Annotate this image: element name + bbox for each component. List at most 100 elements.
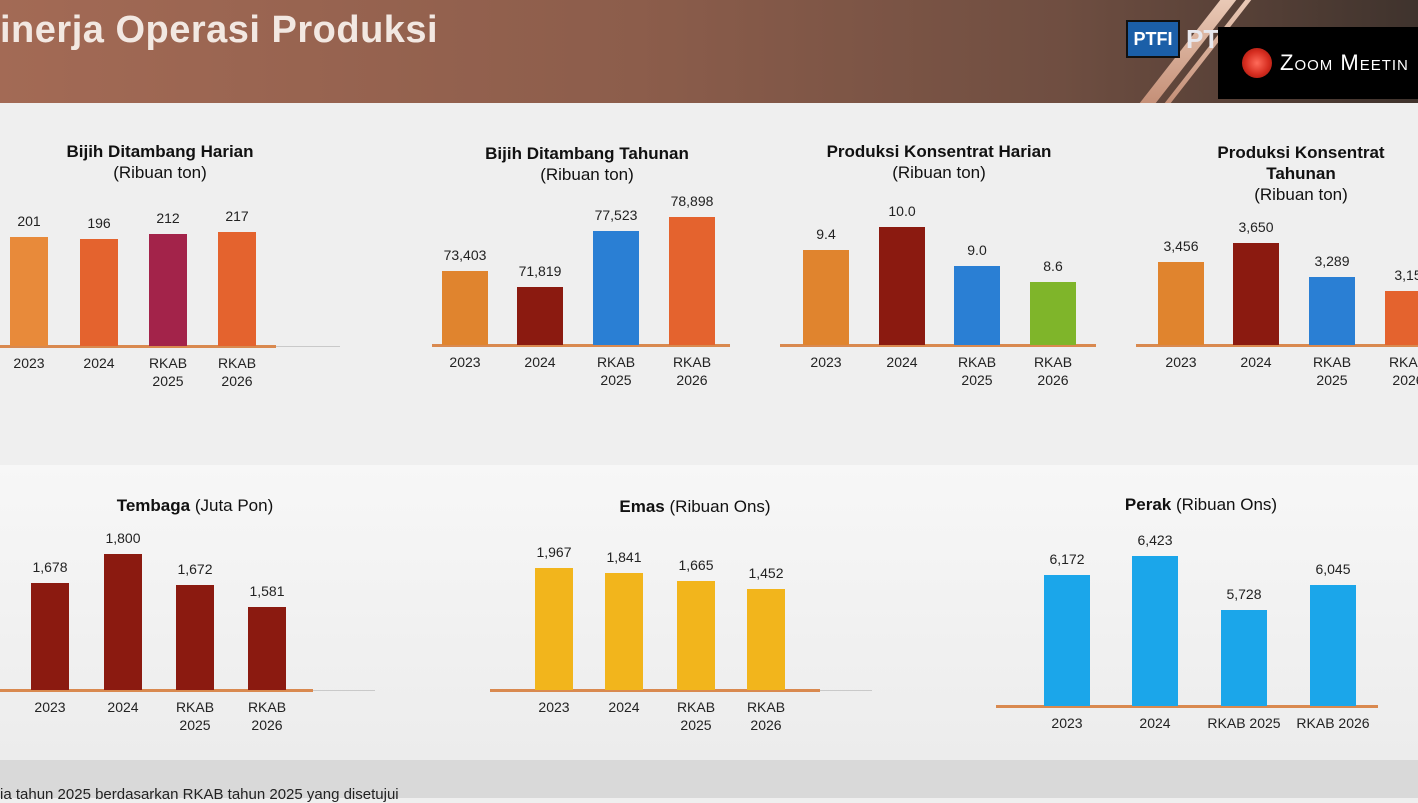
bar-5-1 (605, 573, 643, 690)
value-label: 6,423 (1137, 532, 1173, 548)
value-label: 9.4 (816, 226, 836, 243)
bar-1-1 (517, 287, 563, 345)
category-label: 2023 (449, 354, 481, 370)
category-label: RKAB 2025 (175, 699, 215, 733)
bar-2-0 (803, 250, 849, 345)
category-label: RKAB 2025 (1207, 715, 1281, 731)
category-label: 2023 (13, 355, 45, 371)
value-label: 71,819 (518, 263, 562, 279)
category-label: 2024 (107, 699, 139, 715)
category-label: 2024 (83, 355, 115, 371)
value-label: 217 (225, 208, 249, 224)
chart-subtitle-text: (Ribuan Ons) (669, 497, 771, 516)
bar-6-3 (1310, 585, 1356, 706)
category-label: 2023 (1165, 354, 1197, 370)
category-label: 2024 (524, 354, 556, 370)
chart-baseline (1136, 344, 1418, 347)
footnote-strip (0, 760, 1418, 798)
chart-subtitle-text: (Ribuan ton) (892, 163, 986, 182)
value-label: 1,452 (748, 565, 784, 582)
value-label: 73,403 (443, 247, 487, 264)
bar-6-1 (1132, 556, 1178, 706)
value-label: 77,523 (594, 206, 638, 223)
chart-title-text: Bijih Ditambang Harian (66, 142, 254, 161)
category-label: RKAB 2025 (148, 355, 188, 389)
category-label: 2023 (1051, 715, 1083, 731)
value-label: 10.0 (888, 203, 916, 219)
value-label: 9.0 (967, 242, 987, 258)
chart-gridline (276, 346, 340, 347)
category-label: RKAB 2025 (596, 354, 636, 388)
chart-subtitle-text: (Ribuan ton) (113, 163, 207, 182)
chart-subtitle-text: (Juta Pon) (194, 496, 274, 515)
bar-5-2 (677, 580, 715, 690)
category-label: RKAB 2025 (957, 354, 997, 388)
chart-title-perak: Perak (Ribuan Ons) (1095, 494, 1307, 515)
bar-2-2 (954, 266, 1000, 345)
chart-title-emas: Emas (Ribuan Ons) (590, 496, 800, 517)
value-label: 212 (156, 209, 180, 226)
value-label: 1,841 (606, 549, 642, 566)
bar-6-0 (1044, 575, 1090, 706)
chart-title-konsentrat-tahunan: Produksi Konsentrat Tahunan (Ribuan ton) (1190, 142, 1412, 205)
category-label: RKAB 2025 (676, 699, 716, 733)
bar-5-3 (747, 589, 785, 690)
value-label: 1,678 (32, 559, 68, 576)
chart-title-bijih-harian: Bijih Ditambang Harian (Ribuan ton) (30, 141, 290, 183)
category-label: 2023 (34, 699, 66, 715)
category-label: 2024 (886, 354, 918, 370)
value-label: 1,967 (536, 544, 572, 560)
value-label: 78,898 (670, 193, 714, 209)
page-title: inerja Operasi Produksi (0, 9, 439, 51)
bar-4-2 (176, 584, 214, 690)
bar-4-3 (248, 606, 286, 690)
chart-title-text: Emas (619, 497, 665, 516)
chart-gridline (313, 690, 375, 691)
chart-baseline (780, 344, 1096, 347)
chart-subtitle-text: (Ribuan ton) (1254, 185, 1348, 204)
chart-subtitle-text: (Ribuan Ons) (1175, 495, 1278, 514)
value-label: 3,650 (1238, 219, 1274, 235)
bar-4-0 (31, 583, 69, 690)
bar-3-2 (1309, 277, 1355, 345)
bar-2-3 (1030, 281, 1076, 345)
value-label: 3,15 (1394, 266, 1418, 283)
chart-title-text: Tembaga (116, 496, 191, 515)
category-label: RKAB 2026 (1296, 715, 1370, 731)
logo-text: PT (1186, 23, 1220, 54)
chart-baseline (0, 345, 276, 348)
chart-title-konsentrat-harian: Produksi Konsentrat Harian (Ribuan ton) (800, 141, 1078, 183)
chart-baseline (432, 344, 730, 347)
bar-0-3 (218, 232, 256, 346)
logo-mark: PTFI (1126, 20, 1180, 58)
value-label: 196 (87, 215, 111, 232)
value-label: 3,456 (1163, 237, 1199, 254)
slide-header: inerja Operasi Produksi PTFI PT Zoom Mee… (0, 0, 1418, 103)
value-label: 6,045 (1315, 561, 1351, 578)
value-label: 1,672 (177, 560, 213, 577)
company-logo: PTFI PT (1126, 20, 1219, 58)
zoom-meeting-badge: Zoom Meetin (1218, 27, 1418, 99)
chart-baseline (996, 705, 1378, 708)
bar-1-2 (593, 230, 639, 345)
zoom-record-icon (1242, 48, 1272, 78)
chart-title-tembaga: Tembaga (Juta Pon) (90, 495, 300, 516)
zoom-meeting-label: Zoom Meetin (1280, 50, 1409, 75)
value-label: 6,172 (1049, 551, 1085, 568)
bar-0-2 (149, 233, 187, 346)
chart-title-text: Produksi Konsentrat (1217, 143, 1385, 162)
category-label: 2023 (810, 354, 842, 370)
category-label: 2024 (1240, 354, 1272, 370)
category-label: 2024 (608, 699, 640, 715)
chart-title-text: Bijih Ditambang Tahunan (485, 144, 689, 163)
bar-3-0 (1158, 261, 1204, 345)
value-label: 5,728 (1226, 585, 1262, 602)
bar-1-3 (669, 217, 715, 345)
value-label: 3,289 (1314, 253, 1350, 270)
